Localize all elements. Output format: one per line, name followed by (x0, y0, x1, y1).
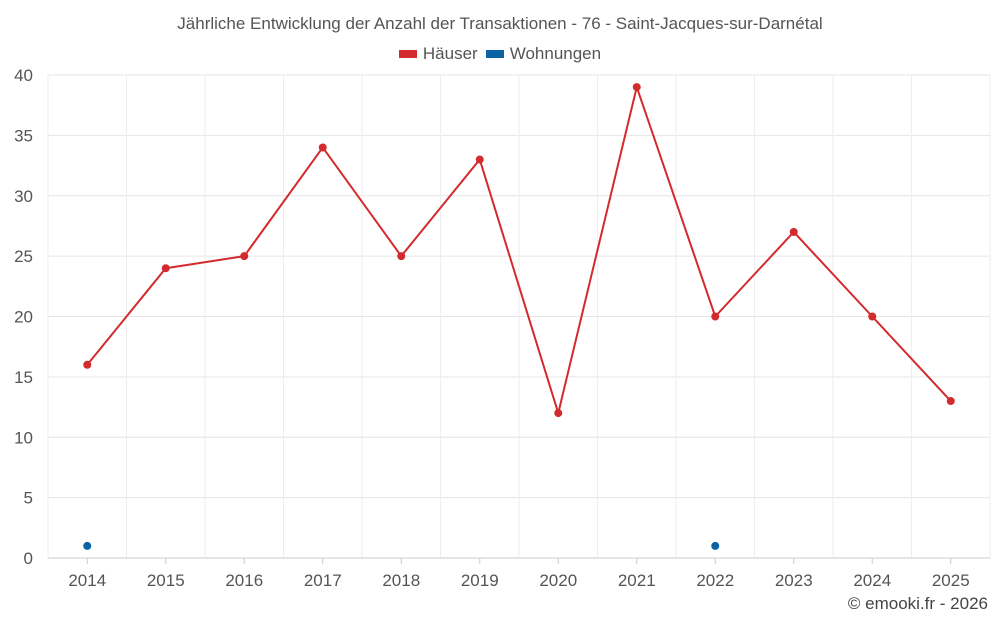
legend-label-wohnungen: Wohnungen (509, 44, 602, 63)
y-tick-label: 35 (14, 126, 33, 145)
grid (47, 74, 991, 558)
x-tick-label: 2015 (147, 571, 185, 590)
data-point-wohnungen (711, 541, 720, 550)
chart-title: Jährliche Entwicklung der Anzahl der Tra… (177, 14, 823, 33)
data-point-haeuser (868, 312, 877, 321)
x-tick-label: 2014 (68, 571, 106, 590)
x-tick-label: 2017 (304, 571, 342, 590)
data-point-haeuser (554, 409, 563, 418)
x-tick-label: 2024 (853, 571, 891, 590)
data-point-haeuser (318, 143, 327, 152)
y-tick-label: 40 (14, 66, 33, 85)
x-tick-label: 2020 (539, 571, 577, 590)
data-point-haeuser (789, 227, 798, 236)
series-haeuser (83, 83, 955, 418)
series-wohnungen (83, 541, 720, 550)
series (83, 83, 955, 550)
data-point-haeuser (161, 264, 170, 273)
legend-swatch-wohnungen (485, 50, 504, 58)
credit: © emooki.fr - 2026 (847, 594, 988, 613)
data-point-haeuser (632, 83, 641, 92)
data-point-haeuser (240, 252, 249, 261)
data-point-wohnungen (83, 541, 92, 550)
legend: Häuser Wohnungen (0, 44, 1000, 64)
data-point-haeuser (397, 252, 406, 261)
y-tick-label: 20 (14, 308, 33, 327)
series-line-haeuser (86, 86, 952, 415)
y-tick-label: 15 (14, 368, 33, 387)
legend-item-wohnungen[interactable]: Wohnungen (485, 44, 602, 64)
y-tick-label: 30 (14, 187, 33, 206)
data-point-haeuser (83, 360, 92, 369)
y-tick-label: 25 (14, 247, 33, 266)
y-tick-label: 0 (24, 549, 33, 568)
legend-label-haeuser: Häuser (422, 44, 478, 63)
legend-item-haeuser[interactable]: Häuser (398, 44, 478, 64)
y-tick-label: 10 (14, 428, 33, 447)
data-point-haeuser (946, 397, 955, 406)
x-tick-label: 2025 (932, 571, 970, 590)
x-tick-label: 2019 (461, 571, 499, 590)
x-tick-label: 2023 (775, 571, 813, 590)
x-tick-label: 2021 (618, 571, 656, 590)
data-point-haeuser (475, 155, 484, 164)
x-tick-label: 2016 (225, 571, 263, 590)
data-point-haeuser (711, 312, 720, 321)
x-tick-label: 2018 (382, 571, 420, 590)
y-tick-label: 5 (24, 489, 33, 508)
x-tick-label: 2022 (696, 571, 734, 590)
legend-swatch-haeuser (398, 50, 417, 58)
